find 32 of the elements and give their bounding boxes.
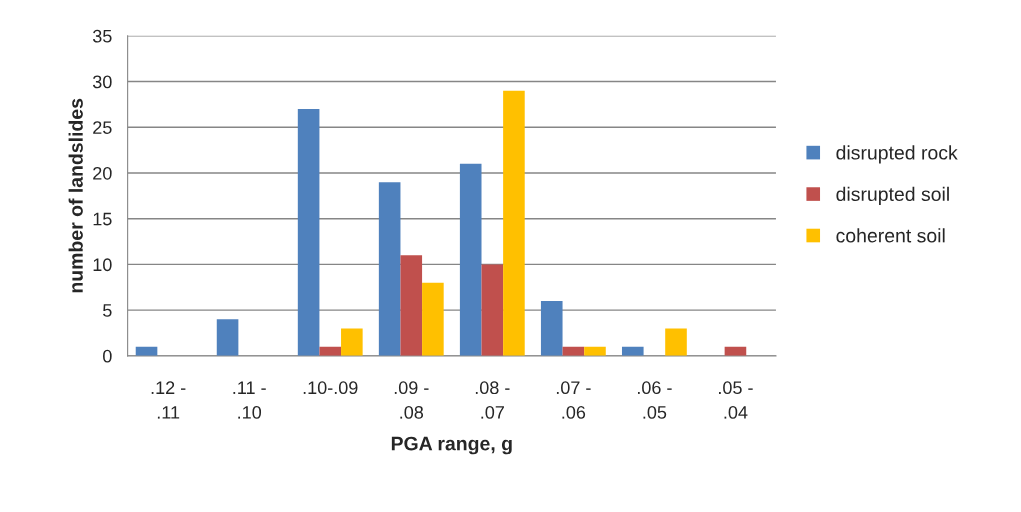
bar	[297, 108, 320, 356]
bar	[459, 163, 482, 356]
x-tick-label: .12 - .11	[151, 381, 186, 419]
bar	[422, 282, 444, 356]
y-tick-label: 0	[103, 349, 112, 363]
x-tick-label: .06 - .05	[637, 381, 672, 419]
bar	[540, 300, 563, 356]
y-axis-title: number of landslides	[68, 98, 83, 293]
x-axis-title: PGA range, g	[391, 436, 512, 455]
y-tick-label: 5	[103, 304, 112, 317]
legend-label: disrupted rock	[836, 145, 958, 164]
bar	[665, 328, 687, 356]
bar	[400, 255, 423, 356]
bar	[216, 319, 239, 356]
x-tick-label: .08 - .07	[475, 381, 510, 419]
legend-label: coherent soil	[836, 228, 945, 243]
x-tick-label: .05 - .04	[719, 381, 753, 419]
y-tick-label: 10	[93, 258, 112, 272]
bar	[378, 182, 401, 356]
bar	[503, 90, 525, 356]
y-tick-label: 15	[93, 212, 112, 226]
y-tick-label: 20	[93, 166, 112, 180]
y-tick-label: 35	[92, 29, 112, 43]
bar	[481, 264, 504, 356]
x-tick-label: .07 - .06	[556, 381, 591, 419]
y-tick-label: 30	[92, 75, 112, 89]
x-tick-label: .09 - .08	[394, 381, 429, 419]
legend-label: disrupted soil	[836, 186, 949, 205]
x-tick-label: .10-.09	[303, 381, 358, 395]
bar	[341, 328, 363, 356]
x-tick-label: .11 - .10	[233, 381, 266, 419]
y-tick-label: 25	[93, 121, 112, 134]
